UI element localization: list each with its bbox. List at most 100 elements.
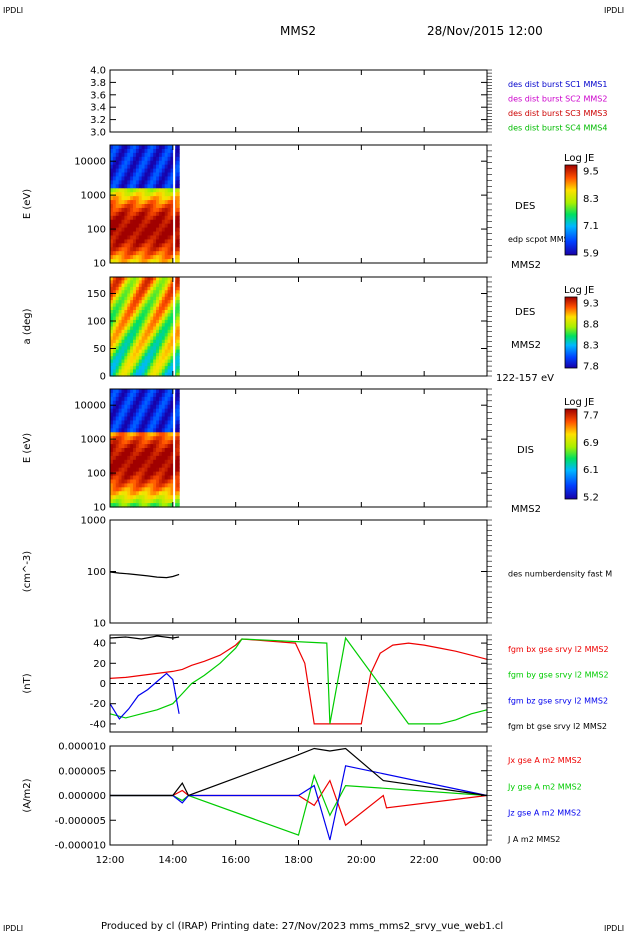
colorbar-tick: 9.3: [583, 299, 599, 310]
heatmap-cell: [110, 343, 114, 347]
heatmap-cell: [150, 223, 154, 229]
heatmap-cell: [156, 451, 160, 457]
heatmap-cell: [135, 412, 140, 418]
heatmap-cell: [147, 329, 151, 334]
heatmap-cell: [153, 326, 157, 331]
heatmap-cell: [156, 408, 160, 414]
heatmap-cell: [135, 243, 140, 248]
heatmap-cell: [127, 333, 131, 337]
heatmap-cell: [130, 432, 134, 437]
heatmap-cell: [127, 306, 131, 311]
heatmap-cell: [147, 160, 151, 166]
y-tick-label: -40: [90, 719, 106, 730]
heatmap-cell: [121, 164, 125, 170]
panel-label: MMS2: [511, 260, 541, 271]
heatmap-cell: [130, 255, 134, 260]
heatmap-cell: [141, 176, 146, 181]
heatmap-cell: [133, 326, 137, 331]
heatmap-cell: [124, 303, 128, 308]
heatmap-cell: [150, 396, 154, 402]
heatmap-cell: [141, 326, 146, 331]
heatmap-cell: [167, 148, 172, 154]
heatmap-cell: [115, 499, 120, 504]
heatmap-cell: [112, 491, 117, 496]
heatmap-cell: [118, 359, 123, 364]
heatmap-cell: [158, 184, 163, 189]
heatmap-cell: [115, 396, 120, 402]
heatmap-cell: [133, 366, 137, 370]
heatmap-cell: [115, 349, 120, 354]
heatmap-cell: [121, 204, 125, 209]
heatmap-cell: [147, 255, 151, 260]
heatmap-cell: [115, 483, 120, 488]
heatmap-cell: [150, 362, 154, 367]
heatmap-cell: [170, 333, 174, 337]
heatmap-cell: [141, 255, 146, 260]
heatmap-cell: [170, 432, 174, 437]
heatmap-cell: [164, 310, 169, 314]
heatmap-cell: [176, 467, 180, 473]
heatmap-cell: [112, 259, 117, 264]
heatmap-cell: [161, 152, 166, 158]
heatmap-cell: [164, 396, 169, 402]
heatmap-cell: [167, 259, 172, 264]
heatmap-cell: [118, 293, 123, 298]
heatmap-cell: [124, 359, 128, 364]
heatmap-cell: [167, 366, 172, 370]
y-axis-label: (nT): [22, 673, 33, 693]
heatmap-cell: [144, 243, 149, 248]
heatmap-cell: [156, 424, 160, 429]
heatmap-cell: [141, 396, 146, 402]
heatmap-cell: [176, 316, 180, 321]
series-line-6-3: [109, 672, 180, 720]
heatmap-cell: [150, 495, 154, 500]
heatmap-cell: [135, 369, 140, 374]
heatmap-cell: [147, 286, 151, 291]
heatmap-cell: [161, 412, 166, 418]
heatmap-cell: [118, 188, 123, 193]
data-gap: [173, 145, 176, 263]
heatmap-cell: [150, 152, 154, 158]
heatmap-cell: [167, 219, 172, 225]
heatmap-cell: [144, 310, 149, 314]
heatmap-cell: [124, 416, 128, 422]
heatmap-cell: [138, 145, 143, 150]
heatmap-cell: [127, 326, 131, 331]
heatmap-cell: [127, 239, 131, 244]
heatmap-cell: [118, 333, 123, 337]
heatmap-cell: [156, 306, 160, 311]
heatmap-cell: [133, 243, 137, 248]
heatmap-cell: [144, 479, 149, 484]
heatmap-cell: [147, 479, 151, 484]
heatmap-cell: [127, 176, 131, 181]
heatmap-cell: [130, 455, 134, 461]
heatmap-cell: [127, 293, 131, 298]
heatmap-cell: [141, 346, 146, 351]
heatmap-cell: [170, 467, 174, 473]
heatmap-cell: [124, 259, 128, 264]
heatmap-cell: [156, 207, 160, 213]
heatmap-cell: [144, 448, 149, 453]
heatmap-cell: [118, 448, 123, 453]
heatmap-cell: [147, 300, 151, 304]
heatmap-cell: [158, 491, 163, 496]
heatmap-cell: [141, 172, 146, 178]
heatmap-cell: [150, 176, 154, 181]
heatmap-cell: [144, 346, 149, 351]
heatmap-cell: [161, 471, 166, 477]
heatmap-cell: [127, 366, 131, 370]
heatmap-cell: [133, 463, 137, 469]
heatmap-cell: [121, 160, 125, 166]
heatmap-cell: [118, 352, 123, 357]
heatmap-cell: [170, 455, 174, 461]
legend-entry: des dist burst SC4 MMS4: [508, 124, 607, 133]
heatmap-cell: [156, 420, 160, 425]
heatmap-cell: [141, 319, 146, 324]
heatmap-cell: [150, 369, 154, 374]
heatmap-cell: [110, 251, 114, 256]
heatmap-cell: [133, 164, 137, 170]
heatmap-cell: [176, 293, 180, 298]
heatmap-cell: [115, 176, 120, 181]
heatmap-cell: [153, 148, 157, 154]
heatmap-cell: [121, 451, 125, 457]
